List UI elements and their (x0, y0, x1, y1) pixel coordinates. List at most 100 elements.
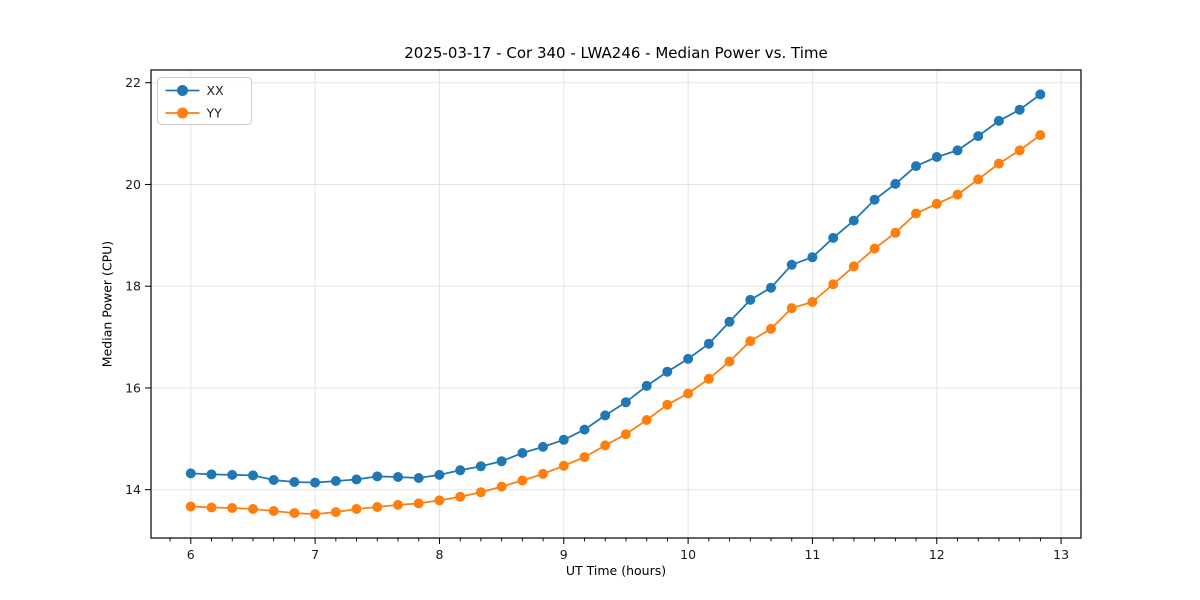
data-point-YY (952, 189, 963, 200)
data-point-XX (289, 477, 300, 487)
data-point-YY (766, 323, 776, 334)
data-point-YY (724, 356, 735, 367)
data-point-YY (807, 297, 818, 307)
data-point-XX (766, 282, 776, 293)
data-point-YY (931, 198, 942, 209)
data-point-XX (911, 161, 921, 172)
data-point-YY (620, 429, 631, 440)
data-point-XX (475, 461, 486, 472)
legend-box (157, 77, 252, 125)
x-tick-label: 6 (187, 547, 195, 562)
data-point-XX (558, 434, 569, 445)
data-point-YY (703, 373, 714, 384)
data-point-XX (600, 410, 611, 421)
data-point-XX (993, 115, 1004, 126)
data-point-YY (517, 475, 528, 486)
data-point-XX (455, 465, 466, 476)
data-point-YY (1035, 130, 1046, 141)
data-point-XX (517, 448, 528, 458)
data-point-XX (434, 469, 445, 480)
data-point-YY (828, 279, 839, 290)
data-point-YY (248, 504, 258, 514)
x-tick-label: 12 (929, 547, 945, 562)
y-tick-label: 18 (125, 279, 141, 294)
data-point-XX (931, 152, 942, 162)
x-tick-label: 7 (311, 547, 319, 562)
y-tick-label: 16 (125, 380, 141, 395)
data-point-YY (455, 491, 466, 502)
data-point-XX (351, 474, 362, 485)
x-tick-label: 9 (560, 547, 568, 562)
data-point-YY (475, 487, 486, 498)
data-point-XX (413, 473, 424, 483)
data-point-XX (227, 469, 238, 480)
legend-item-YY: YY (165, 106, 223, 121)
data-point-YY (558, 460, 569, 471)
series-XX (185, 89, 1046, 488)
data-point-YY (869, 243, 880, 254)
data-point-YY (683, 388, 694, 399)
x-tick-label: 10 (680, 547, 696, 562)
data-point-XX (496, 456, 507, 467)
data-point-XX (1014, 104, 1025, 115)
data-point-YY (745, 336, 756, 347)
data-point-XX (393, 472, 403, 482)
page-title: 2025-03-17 - Cor 340 - LWA246 - Median P… (404, 44, 828, 62)
data-point-YY (185, 501, 196, 512)
data-point-YY (579, 452, 590, 463)
data-point-YY (268, 506, 279, 516)
data-point-YY (496, 481, 507, 492)
data-point-YY (372, 502, 383, 512)
data-point-XX (952, 145, 963, 156)
data-point-YY (973, 174, 984, 185)
data-point-YY (289, 508, 300, 519)
data-point-YY (911, 208, 921, 219)
data-point-XX (641, 380, 652, 391)
legend-item-XX: XX (165, 83, 225, 98)
data-point-XX (248, 470, 258, 481)
data-point-XX (206, 469, 217, 480)
data-point-YY (310, 509, 321, 520)
x-tick-label: 8 (435, 547, 443, 562)
data-point-YY (890, 227, 901, 238)
series-line-XX (190, 93, 1041, 484)
x-tick-label: 11 (804, 547, 820, 562)
plot-frame (150, 69, 1082, 539)
data-point-XX (890, 178, 901, 189)
legend: XX YY (157, 77, 252, 125)
data-point-YY (330, 507, 341, 518)
axes-ticks: 6 7 8 9 10 11 12 13 14 16 18 20 22 (125, 75, 1069, 562)
series-YY (185, 130, 1046, 520)
data-point-XX (807, 252, 818, 263)
legend-label-YY: YY (206, 106, 223, 121)
x-tick-label: 13 (1053, 547, 1069, 562)
data-point-XX (185, 468, 196, 479)
data-point-YY (538, 468, 548, 479)
data-point-YY (393, 499, 403, 510)
y-tick-label: 20 (125, 177, 141, 192)
data-point-XX (724, 316, 735, 327)
data-point-XX (330, 476, 341, 486)
data-point-YY (600, 440, 611, 451)
data-point-YY (1014, 145, 1025, 156)
data-point-XX (683, 353, 694, 364)
data-point-XX (745, 294, 756, 305)
data-point-YY (206, 502, 217, 513)
legend-label-XX: XX (207, 83, 225, 98)
series-line-YY (190, 134, 1041, 515)
data-point-YY (993, 158, 1004, 169)
data-point-YY (413, 498, 424, 509)
y-tick-label: 14 (125, 482, 141, 497)
data-point-XX (869, 194, 880, 205)
data-point-XX (310, 477, 321, 488)
data-point-XX (268, 475, 279, 485)
data-point-YY (786, 303, 797, 314)
data-point-XX (662, 366, 673, 377)
x-axis-label: UT Time (hours) (565, 563, 667, 578)
data-point-XX (579, 424, 590, 435)
y-axis-label: Median Power (CPU) (99, 240, 115, 368)
data-point-YY (434, 495, 445, 506)
data-point-XX (786, 259, 797, 270)
